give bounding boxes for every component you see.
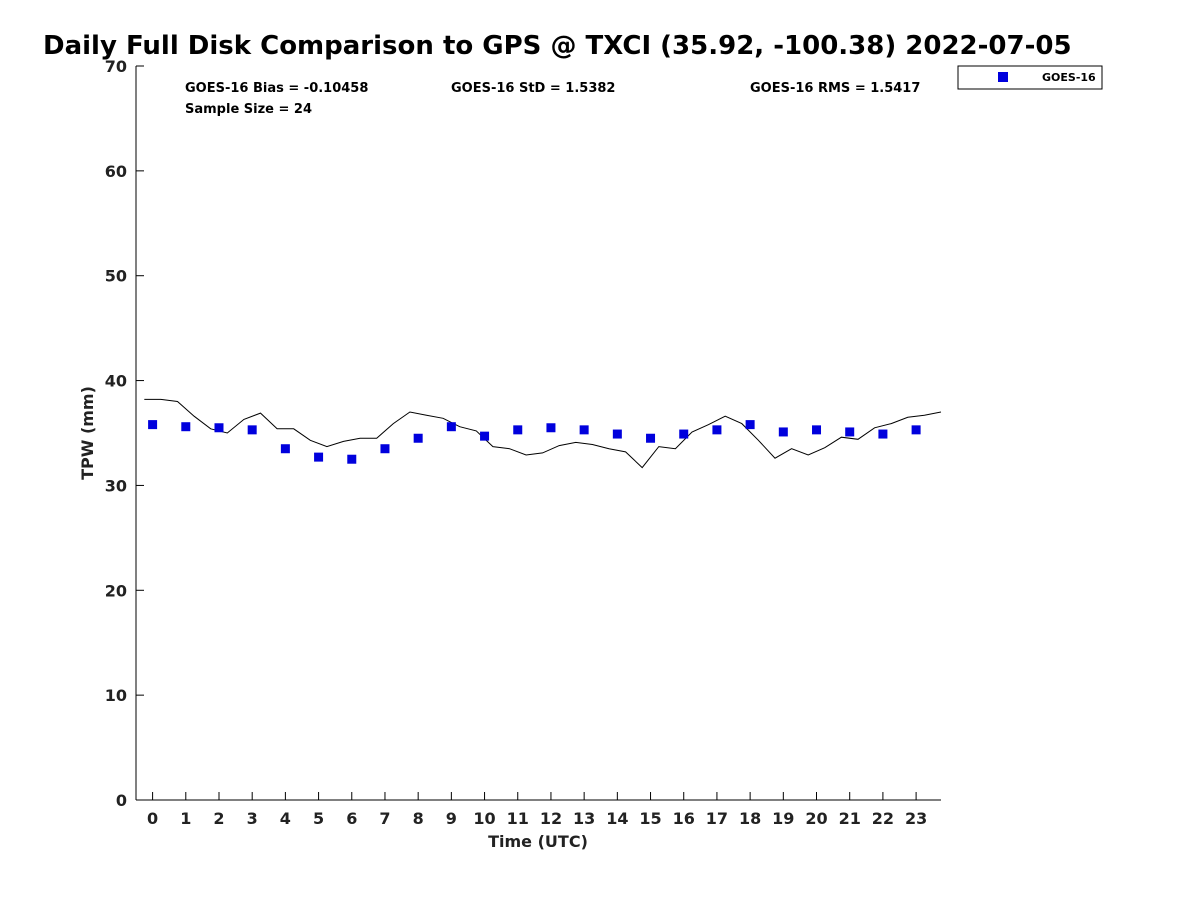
goes16-point <box>380 444 390 454</box>
x-tick-label: 0 <box>147 809 158 828</box>
legend-label: GOES-16 <box>1042 71 1096 84</box>
goes16-point <box>845 427 855 437</box>
x-tick-label: 13 <box>573 809 595 828</box>
x-tick-label: 14 <box>606 809 628 828</box>
y-axis-ticks: 0 10 20 30 40 50 60 70 <box>105 57 144 810</box>
x-tick-label: 22 <box>872 809 894 828</box>
y-tick-label: 20 <box>105 581 127 600</box>
axes <box>135 66 941 801</box>
x-tick-label: 19 <box>772 809 794 828</box>
bias-stat: GOES-16 Bias = -0.10458 <box>185 81 368 96</box>
goes16-point <box>247 425 257 435</box>
y-tick-label: 70 <box>105 57 127 76</box>
sample-size-stat: Sample Size = 24 <box>185 102 312 117</box>
goes16-point <box>812 425 822 435</box>
x-tick-label: 20 <box>805 809 827 828</box>
goes16-point <box>280 444 290 454</box>
goes16-point <box>347 454 357 464</box>
y-tick-label: 40 <box>105 372 127 391</box>
goes16-point <box>480 431 490 441</box>
goes16-point <box>546 423 556 433</box>
y-tick-label: 60 <box>105 162 127 181</box>
x-tick-label: 5 <box>313 809 324 828</box>
x-tick-label: 21 <box>839 809 861 828</box>
goes16-point <box>148 420 158 430</box>
goes16-point <box>413 433 423 443</box>
goes16-point <box>579 425 589 435</box>
goes16-point <box>679 429 689 439</box>
x-tick-label: 7 <box>379 809 390 828</box>
legend-box <box>957 65 1103 90</box>
y-tick-label: 0 <box>116 791 127 810</box>
chart-title: Daily Full Disk Comparison to GPS @ TXCI… <box>43 31 1072 61</box>
x-tick-label: 12 <box>540 809 562 828</box>
x-axis-label: Time (UTC) <box>488 832 588 851</box>
y-tick-label: 10 <box>105 686 127 705</box>
goes16-point <box>778 427 788 437</box>
x-tick-label: 23 <box>905 809 927 828</box>
y-tick-label: 30 <box>105 476 127 495</box>
x-tick-label: 8 <box>413 809 424 828</box>
goes16-point <box>745 420 755 430</box>
legend: GOES-16 <box>957 65 1103 90</box>
y-tick-label: 50 <box>105 267 127 286</box>
y-axis-label: TPW (mm) <box>78 386 97 480</box>
goes16-point <box>446 422 456 432</box>
gps-line-series <box>144 398 942 469</box>
x-tick-label: 15 <box>639 809 661 828</box>
legend-marker <box>998 72 1008 82</box>
goes16-point <box>646 433 656 443</box>
goes16-scatter-series <box>148 420 921 464</box>
rms-stat: GOES-16 RMS = 1.5417 <box>750 81 920 96</box>
gps-tpw-line <box>144 398 942 469</box>
x-axis-ticks: 0 1 2 3 4 5 6 7 8 9 10 11 12 13 14 15 16 17 18 19 20 21 22 23 <box>147 792 927 828</box>
x-tick-label: 9 <box>446 809 457 828</box>
x-tick-label: 4 <box>280 809 291 828</box>
x-tick-label: 1 <box>180 809 191 828</box>
x-tick-label: 16 <box>673 809 695 828</box>
goes16-point <box>712 425 722 435</box>
x-tick-label: 6 <box>346 809 357 828</box>
goes16-point <box>911 425 921 435</box>
goes16-point <box>612 429 622 439</box>
goes16-point <box>878 429 888 439</box>
x-tick-label: 10 <box>473 809 495 828</box>
x-tick-label: 2 <box>213 809 224 828</box>
x-tick-label: 18 <box>739 809 761 828</box>
goes16-point <box>181 422 191 432</box>
x-tick-label: 11 <box>507 809 529 828</box>
goes16-point <box>214 423 224 433</box>
x-tick-label: 17 <box>706 809 728 828</box>
std-stat: GOES-16 StD = 1.5382 <box>451 81 615 96</box>
x-tick-label: 3 <box>247 809 258 828</box>
goes16-point <box>314 452 324 462</box>
goes16-point <box>513 425 523 435</box>
